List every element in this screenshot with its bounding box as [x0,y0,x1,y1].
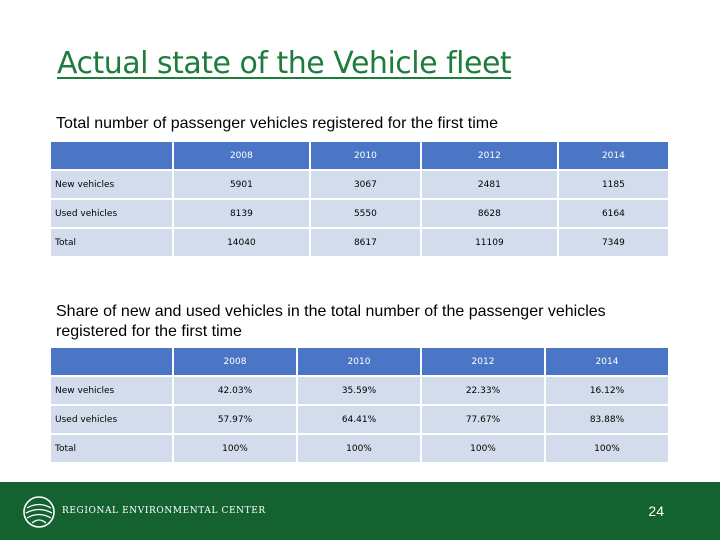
column-header: 2010 [310,142,422,171]
table-cell: 83.88% [546,406,670,435]
column-header: 2012 [421,142,559,171]
table-row: New vehicles 42.03% 35.59% 22.33% 16.12% [51,377,670,406]
table-row: New vehicles 5901 3067 2481 1185 [51,171,670,200]
table-cell: 7349 [558,229,670,258]
page-number: 24 [648,503,664,519]
table-cell: 8617 [310,229,422,258]
table-cell: 100% [174,435,298,464]
column-header: 2008 [174,348,298,377]
table-cell: 8628 [421,200,559,229]
table-cell: 5550 [310,200,422,229]
table-row: Total 14040 8617 11109 7349 [51,229,670,258]
table-cell: 1185 [558,171,670,200]
table-header-row: 2008 2010 2012 2014 [51,348,670,377]
row-label: Used vehicles [51,406,174,435]
table-cell: 77.67% [422,406,546,435]
vehicle-share-table: 2008 2010 2012 2014 New vehicles 42.03% … [51,348,670,464]
vehicle-count-table: 2008 2010 2012 2014 New vehicles 5901 30… [51,142,670,258]
table-cell: 2481 [421,171,559,200]
column-header: 2014 [546,348,670,377]
row-label: New vehicles [51,171,174,200]
table-cell: 35.59% [298,377,422,406]
slide-title: Actual state of the Vehicle fleet [57,46,512,81]
row-label: New vehicles [51,377,174,406]
section2-label: Share of new and used vehicles in the to… [56,303,606,340]
table-cell: 57.97% [174,406,298,435]
table-cell: 42.03% [174,377,298,406]
column-header [51,348,174,377]
org-name: REGIONAL ENVIRONMENTAL CENTER [62,506,266,516]
table-row: Used vehicles 8139 5550 8628 6164 [51,200,670,229]
table-cell: 22.33% [422,377,546,406]
table-cell: 64.41% [298,406,422,435]
table-cell: 100% [546,435,670,464]
footer-bar [0,482,720,540]
table-cell: 5901 [174,171,311,200]
column-header: 2010 [298,348,422,377]
table-cell: 14040 [174,229,311,258]
table-row: Total 100% 100% 100% 100% [51,435,670,464]
rec-globe-logo-icon [23,496,55,528]
row-label: Used vehicles [51,200,174,229]
table-header-row: 2008 2010 2012 2014 [51,142,670,171]
table-cell: 11109 [421,229,559,258]
column-header [51,142,174,171]
column-header: 2012 [422,348,546,377]
row-label: Total [51,435,174,464]
row-label: Total [51,229,174,258]
column-header: 2014 [558,142,670,171]
table-cell: 6164 [558,200,670,229]
table-row: Used vehicles 57.97% 64.41% 77.67% 83.88… [51,406,670,435]
column-header: 2008 [174,142,311,171]
table-cell: 16.12% [546,377,670,406]
section1-label: Total number of passenger vehicles regis… [56,115,498,132]
table-cell: 100% [422,435,546,464]
table-cell: 3067 [310,171,422,200]
table-cell: 100% [298,435,422,464]
table-cell: 8139 [174,200,311,229]
